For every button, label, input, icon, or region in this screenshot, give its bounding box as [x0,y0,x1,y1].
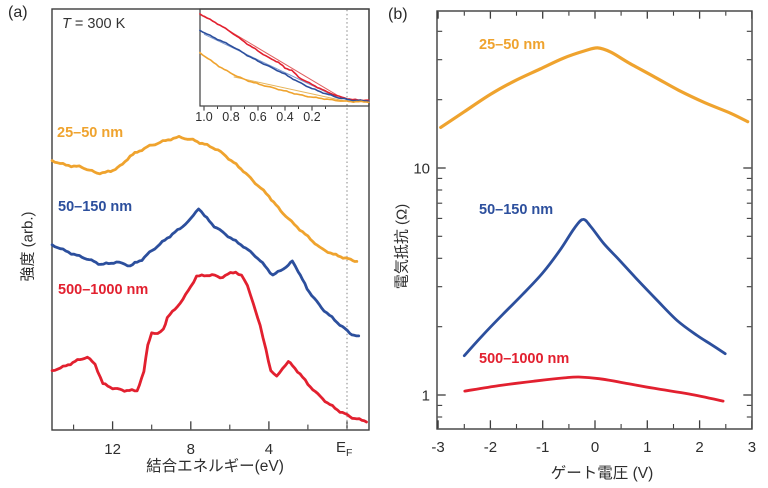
legend-b-25-50nm: 25–50 nm [479,37,546,53]
inset-curve-2 [199,51,370,104]
fermi-level-subscript: F [346,447,353,459]
a-x-tick-label: 12 [104,441,121,458]
inset-curve-1 [199,29,370,103]
legend-a-25-50nm: 25–50 nm [57,125,124,141]
axis-b-ylabel: 電気抵抗 (Ω) [393,203,411,290]
fermi-level-tick-label: EF [336,439,352,459]
temperature-symbol: T [62,16,71,32]
a-x-tick-label: 4 [265,441,273,458]
panel-a-axes [51,8,370,431]
legend-b-500-1000nm: 500–1000 nm [479,351,570,367]
inset-x-tick-label: 0.4 [276,110,293,124]
temperature-value: = 300 K [70,16,126,32]
legend-b-50-150nm: 50–150 nm [479,202,554,218]
a-curve-1 [50,207,361,338]
inset-x-tick-label: 0.8 [222,110,239,124]
inset-frame [199,8,370,107]
axis-a-ylabel: 強度 (arb.) [19,211,37,282]
b-curve-50-150nm [462,217,727,358]
b-x-tick-label: -3 [431,439,444,456]
axis-a-xlabel: 結合エネルギー(eV) [146,458,284,475]
b-y-tick-label: 10 [413,161,430,178]
panel-a-tag: (a) [8,4,28,21]
panel-b-curves [439,46,750,403]
temperature-annotation: T = 300 K [62,16,125,32]
b-curve-500-1000nm [463,375,725,403]
b-x-tick-label: 3 [748,439,756,456]
panel-b-frame [436,10,753,430]
b-y-tick-label: 1 [422,388,430,405]
axis-b-xlabel: ゲート電圧 (V) [550,465,654,482]
b-x-tick-label: -1 [536,439,549,456]
panel-b-axes [436,10,753,430]
panel-a-curves [50,135,368,424]
inset-x-tick-label: 0.6 [249,110,266,124]
a-x-tick-label: 8 [187,441,195,458]
panel-a-frame [51,8,370,431]
b-x-tick-label: 2 [695,439,703,456]
inset-fit-orange [233,76,346,102]
inset-x-tick-label: 1.0 [195,110,212,124]
b-curve-25-50nm [439,46,750,129]
b-x-tick-label: -2 [484,439,497,456]
inset-curve-0 [199,13,370,102]
panel-b-tag: (b) [388,6,408,23]
a-curve-0 [50,135,359,263]
b-x-tick-label: 1 [643,439,651,456]
panel-a-inset [199,8,370,111]
inset-x-tick-label: 0.2 [303,110,320,124]
b-x-tick-label: 0 [591,439,599,456]
fermi-level-symbol: E [336,439,347,456]
a-curve-2 [50,270,368,424]
legend-a-50-150nm: 50–150 nm [58,199,133,215]
legend-a-500-1000nm: 500–1000 nm [58,282,149,298]
